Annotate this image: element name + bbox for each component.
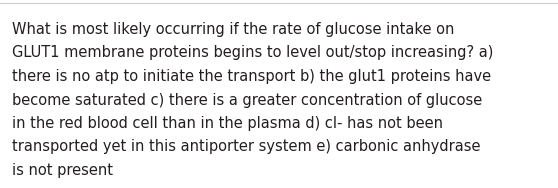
Text: in the red blood cell than in the plasma d) cl- has not been: in the red blood cell than in the plasma… <box>12 116 443 131</box>
Text: there is no atp to initiate the transport b) the glut1 proteins have: there is no atp to initiate the transpor… <box>12 69 492 84</box>
Text: transported yet in this antiporter system e) carbonic anhydrase: transported yet in this antiporter syste… <box>12 139 481 155</box>
Text: GLUT1 membrane proteins begins to level out/stop increasing? a): GLUT1 membrane proteins begins to level … <box>12 45 494 61</box>
Text: is not present: is not present <box>12 163 113 178</box>
Text: What is most likely occurring if the rate of glucose intake on: What is most likely occurring if the rat… <box>12 22 455 37</box>
Text: become saturated c) there is a greater concentration of glucose: become saturated c) there is a greater c… <box>12 92 483 108</box>
